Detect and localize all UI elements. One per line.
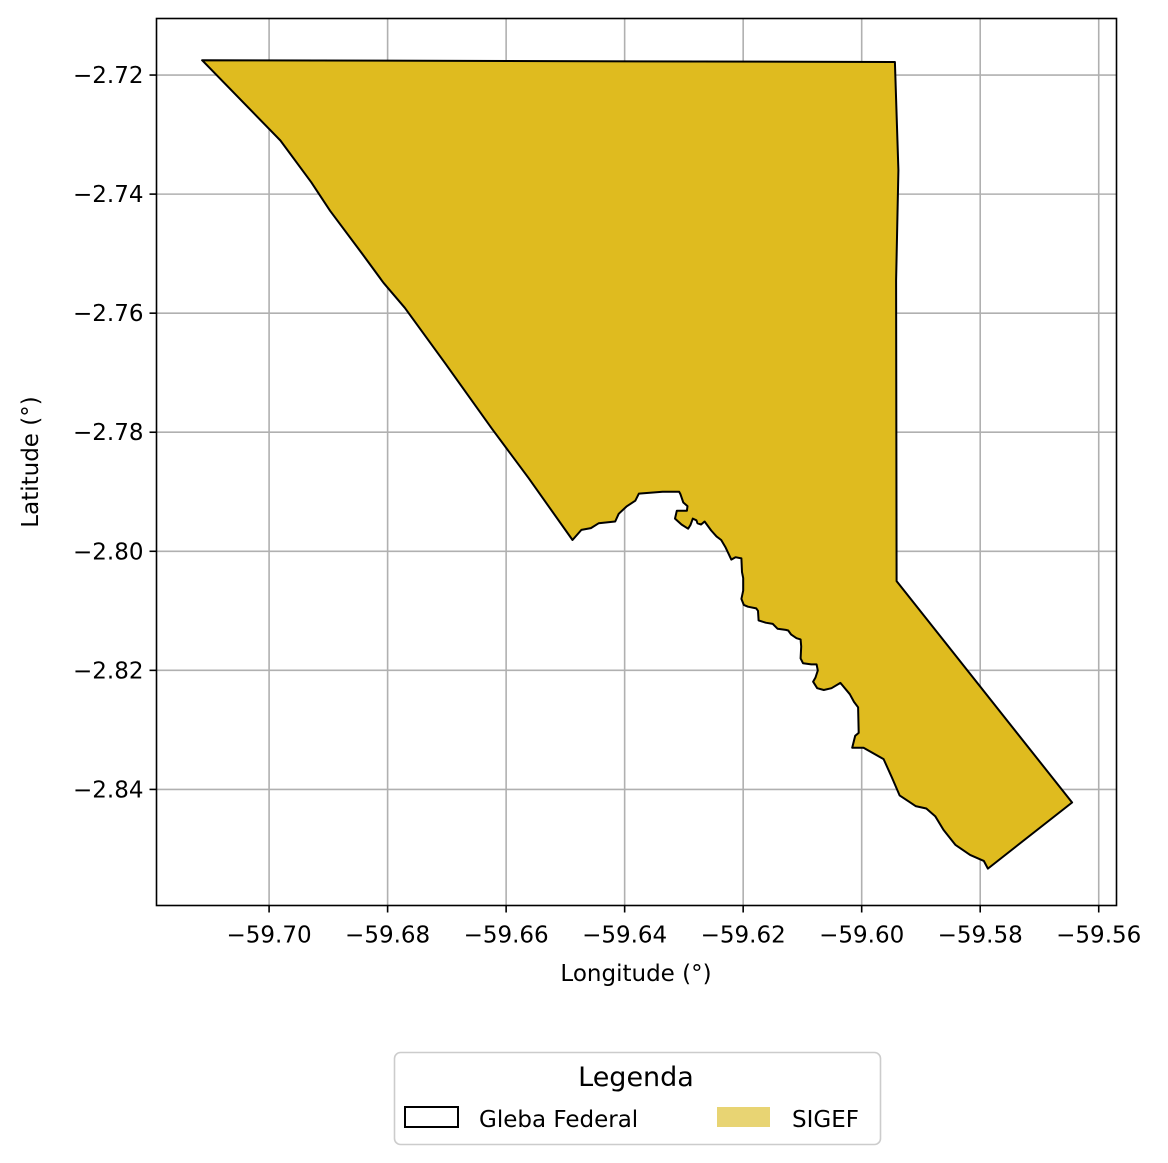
x-tick-label: −59.56 bbox=[1056, 923, 1141, 949]
x-tick-label: −59.66 bbox=[464, 923, 549, 949]
y-tick-label: −2.78 bbox=[73, 420, 143, 446]
map-polygons bbox=[201, 59, 1074, 870]
y-tick-label: −2.80 bbox=[73, 539, 143, 565]
y-tick-label: −2.72 bbox=[73, 63, 143, 89]
x-tick-label: −59.58 bbox=[938, 923, 1023, 949]
y-axis-label: Latitude (°) bbox=[18, 396, 44, 527]
y-tick-label: −2.74 bbox=[73, 182, 143, 208]
legend-label-sigef: SIGEF bbox=[792, 1107, 859, 1133]
y-tick-label: −2.76 bbox=[73, 301, 143, 327]
sigef-polygon bbox=[202, 60, 1073, 869]
x-tick-label: −59.62 bbox=[701, 923, 786, 949]
gleba-federal-polygon bbox=[201, 59, 1074, 870]
y-tick-label: −2.84 bbox=[73, 777, 143, 803]
y-tick-label: −2.82 bbox=[73, 658, 143, 684]
x-tick-label: −59.60 bbox=[819, 923, 904, 949]
legend-swatch-sigef bbox=[717, 1107, 770, 1127]
x-tick-label: −59.68 bbox=[345, 923, 430, 949]
axes-frame bbox=[155, 17, 1118, 907]
x-tick-label: −59.64 bbox=[582, 923, 667, 949]
axis-ticks: −59.70 −59.68 −59.66 −59.64 −59.62 −59.60 −59.… bbox=[73, 63, 1141, 948]
legend-title: Legenda bbox=[578, 1062, 694, 1093]
legend-swatch-gleba-federal bbox=[404, 1106, 459, 1128]
legend-label-gleba-federal: Gleba Federal bbox=[479, 1107, 638, 1133]
x-axis-label: Longitude (°) bbox=[560, 961, 711, 987]
legend: Legenda Gleba Federal SIGEF bbox=[393, 1051, 882, 1146]
x-tick-label: −59.70 bbox=[227, 923, 312, 949]
